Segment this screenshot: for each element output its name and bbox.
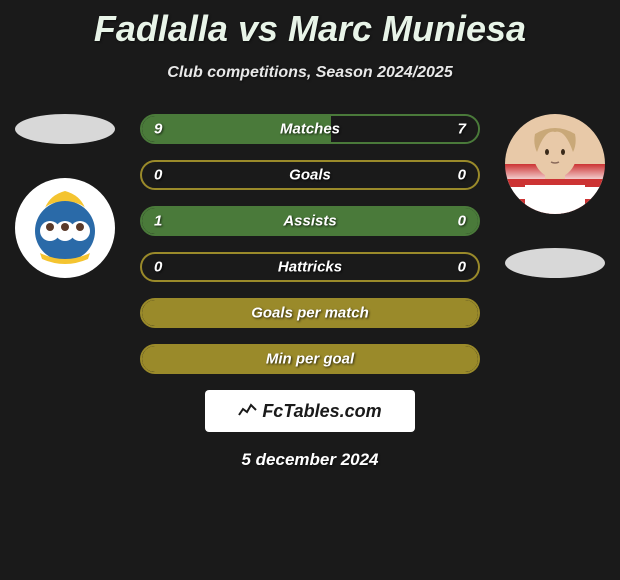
bar-fill-right (331, 116, 478, 142)
right-player-column (500, 114, 610, 278)
team-logo-left (15, 178, 115, 278)
stats-bars: 9 7 Matches 0 0 Goals 1 0 Assists 0 0 Hattricks Goal… (140, 114, 480, 374)
bar-label: Goals per match (251, 305, 369, 322)
player-right-photo (505, 114, 605, 214)
page-title: Fadlalla vs Marc Muniesa (0, 0, 620, 50)
bar-label: Goals (289, 167, 331, 184)
bar-value-right: 0 (458, 259, 466, 276)
stat-bar-row: 0 0 Hattricks (140, 252, 480, 282)
bar-label: Min per goal (266, 351, 354, 368)
bar-label: Hattricks (278, 259, 342, 276)
bar-value-right: 0 (458, 167, 466, 184)
bar-value-left: 0 (154, 259, 162, 276)
bar-value-right: 0 (458, 213, 466, 230)
player-face-icon (505, 114, 605, 214)
subtitle: Club competitions, Season 2024/2025 (0, 64, 620, 82)
stat-bar-row: Goals per match (140, 298, 480, 328)
team-logo-right-placeholder (505, 248, 605, 278)
brand-badge: FcTables.com (205, 390, 415, 432)
stat-bar-row: 9 7 Matches (140, 114, 480, 144)
stat-bar-row: Min per goal (140, 344, 480, 374)
bar-value-right: 7 (458, 121, 466, 138)
left-player-column (10, 114, 120, 278)
stat-bar-row: 0 0 Goals (140, 160, 480, 190)
stat-bar-row: 1 0 Assists (140, 206, 480, 236)
team-crest-icon (20, 183, 110, 273)
player-left-silhouette (15, 114, 115, 144)
bar-value-left: 9 (154, 121, 162, 138)
brand-text: FcTables.com (262, 401, 381, 422)
bar-label: Assists (283, 213, 336, 230)
content-area: 9 7 Matches 0 0 Goals 1 0 Assists 0 0 Hattricks Goal… (0, 114, 620, 374)
brand-icon (238, 401, 258, 422)
date-text: 5 december 2024 (0, 450, 620, 470)
bar-value-left: 1 (154, 213, 162, 230)
bar-label: Matches (280, 121, 340, 138)
bar-value-left: 0 (154, 167, 162, 184)
